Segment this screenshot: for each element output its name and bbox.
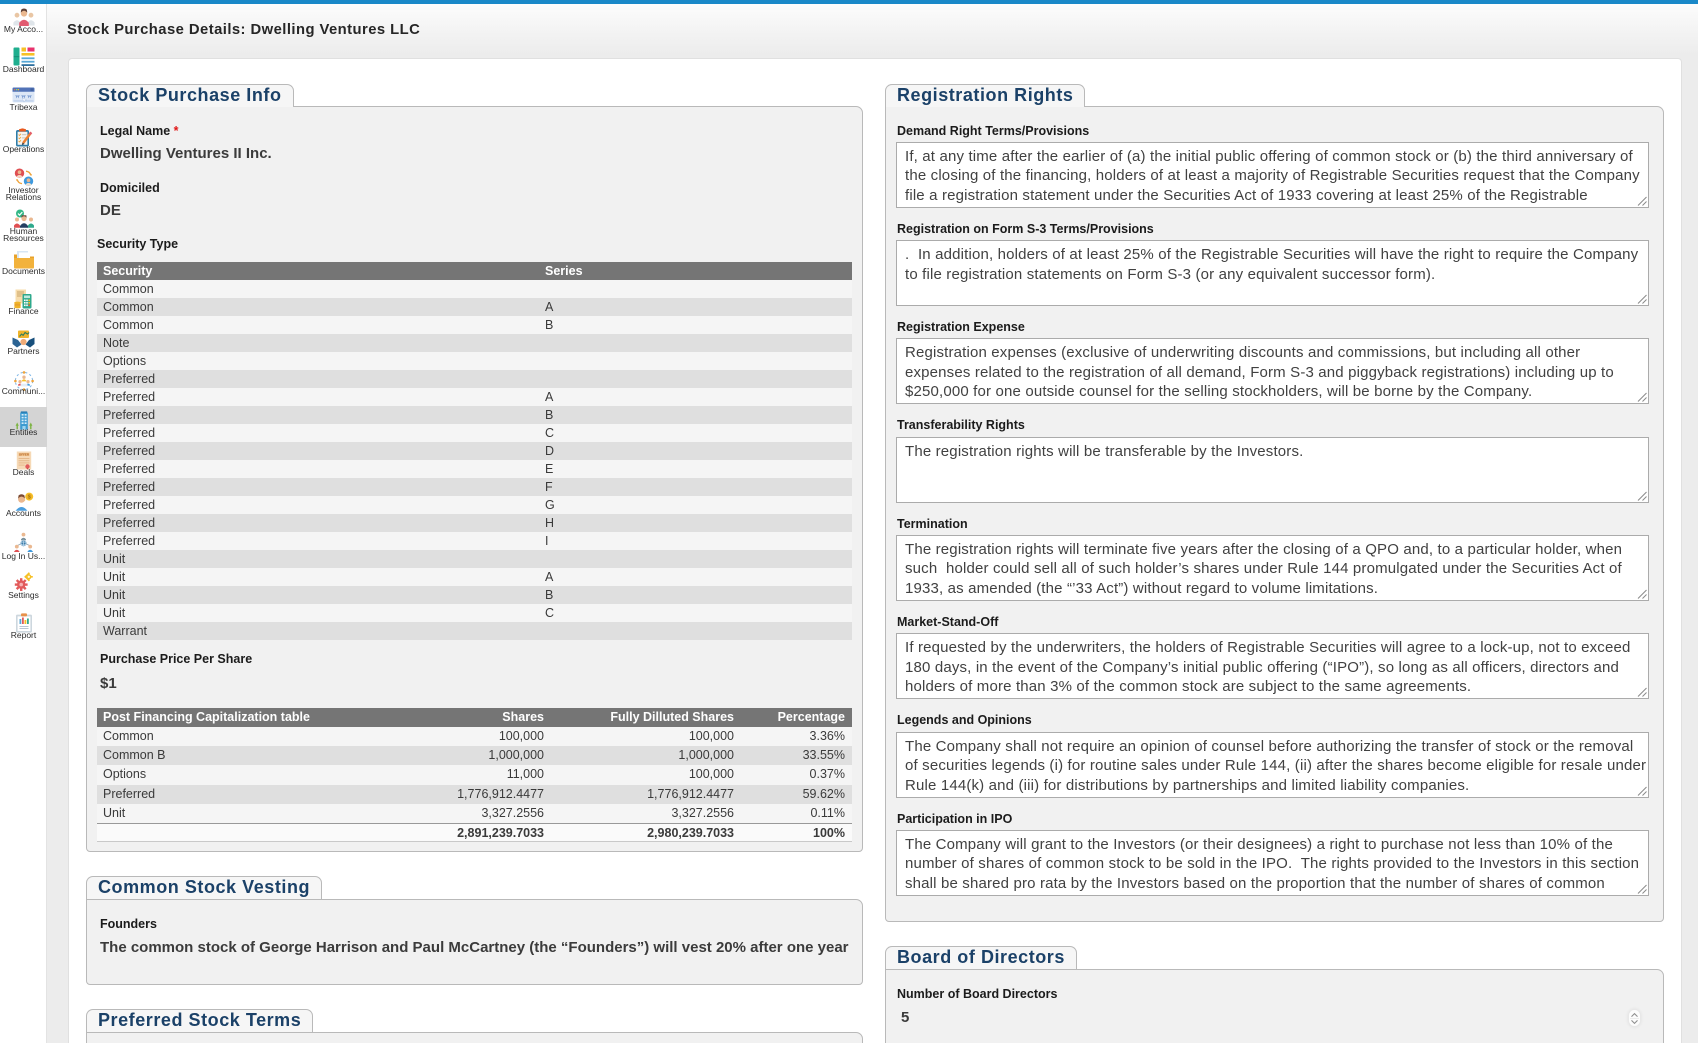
- svg-text:OFFER: OFFER: [18, 453, 29, 457]
- svg-text:$: $: [28, 495, 31, 501]
